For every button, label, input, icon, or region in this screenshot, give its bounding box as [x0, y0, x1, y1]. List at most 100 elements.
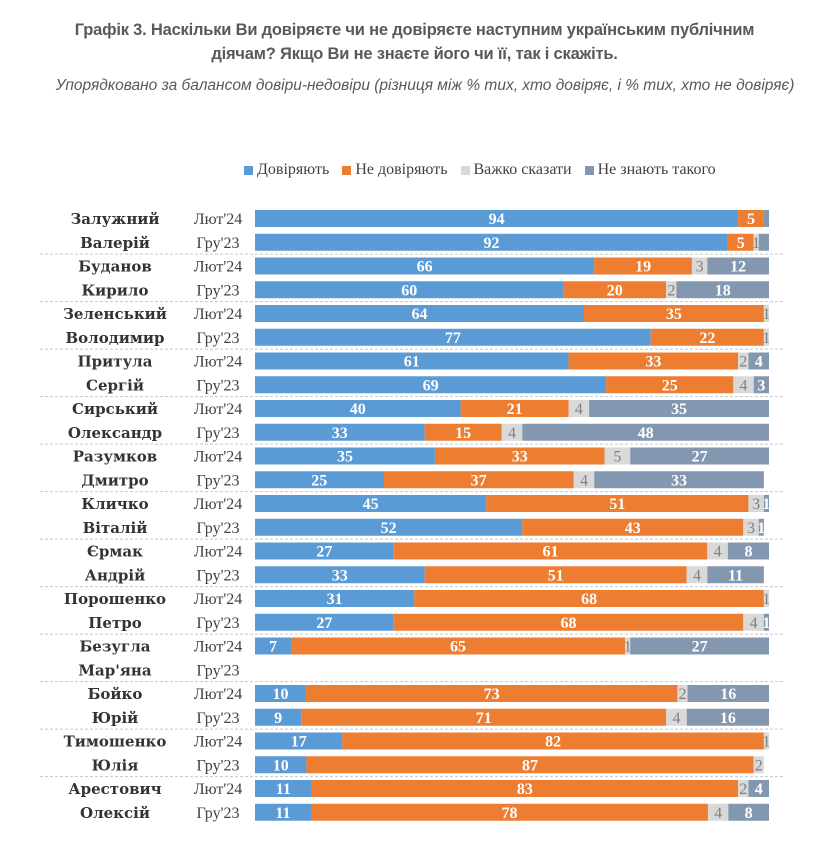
bar-segment-distrust: [486, 495, 749, 512]
surname-label: Буданов: [78, 258, 152, 276]
data-label-hard-to-say: 2: [667, 282, 675, 299]
bar-segment-trust: [255, 542, 394, 560]
data-label-hard-to-say: 1: [762, 330, 770, 347]
data-label-distrust: 15: [455, 425, 471, 442]
bar-segment-distrust: [393, 613, 744, 631]
period-label: Лют'24: [194, 686, 242, 703]
data-label-distrust: 71: [476, 710, 492, 727]
surname-label: Притула: [78, 353, 153, 371]
legend-label-hard-to-say: Важко сказати: [473, 161, 572, 178]
bar-segment-unknown: [758, 233, 769, 251]
data-label-unknown: 33: [671, 472, 687, 489]
chart-title-line-2: діячам? Якщо Ви не знаєте його чи її, та…: [211, 45, 618, 63]
period-label: Лют'24: [194, 211, 242, 228]
data-label-trust: 45: [363, 496, 379, 513]
bar-segment-hard-to-say: [686, 566, 708, 584]
data-label-distrust: 19: [635, 259, 651, 276]
bar-segment-trust: [255, 257, 595, 275]
bar-segment-hard-to-say: [763, 732, 769, 750]
surname-label: Бойко: [88, 685, 143, 703]
bar-segment-distrust: [414, 590, 764, 607]
bar-segment-hard-to-say: [743, 613, 764, 631]
data-label-unknown: 11: [728, 567, 743, 584]
data-label-trust: 17: [291, 734, 307, 751]
bar-segment-hard-to-say: [733, 376, 754, 394]
bar-segment-hard-to-say: [738, 780, 749, 797]
first-name-label: Валерій: [80, 234, 150, 252]
data-label-hard-to-say: 1: [752, 235, 760, 252]
data-label-distrust: 35: [666, 306, 682, 323]
person-group: Разумков Лют'24 35 33 5 27 Дмитро Гру'23 25 37 4 33: [40, 447, 785, 493]
first-name-label: Юлія: [92, 756, 139, 774]
data-label-trust: 10: [273, 757, 289, 774]
data-label-trust: 66: [417, 259, 433, 276]
data-label-trust: 11: [275, 805, 290, 822]
period-label: Гру'23: [197, 377, 240, 394]
data-label-distrust: 5: [747, 211, 755, 228]
person-group: Зеленський Лют'24 64 35 1 Володимир Гру'23 77 22…: [40, 305, 785, 350]
bar-segment-hard-to-say: [573, 471, 595, 489]
data-label-trust: 27: [316, 615, 332, 632]
period-label: Лют'24: [194, 544, 242, 561]
bar-segment-hard-to-say: [666, 281, 677, 299]
data-label-hard-to-say: 4: [750, 615, 758, 632]
bar-segment-unknown: [763, 495, 769, 512]
period-label: Лют'24: [194, 259, 242, 276]
bar-segment-distrust: [522, 518, 744, 536]
bar-segment-trust: [255, 566, 425, 584]
bar-segment-unknown: [686, 708, 769, 726]
data-label-hard-to-say: 2: [739, 781, 747, 798]
data-label-trust: 35: [337, 449, 353, 466]
data-label-hard-to-say: 4: [693, 567, 701, 584]
data-label-distrust: 5: [737, 235, 745, 252]
data-label-trust: 94: [489, 211, 505, 228]
data-label-unknown: 1: [762, 615, 770, 632]
bar-segment-hard-to-say: [604, 447, 631, 465]
bar-segment-trust: [255, 708, 302, 726]
bar-segment-hard-to-say: [763, 590, 769, 607]
bar-segment-trust: [255, 400, 461, 417]
bar-segment-trust: [255, 447, 435, 465]
period-label: Лют'24: [194, 639, 242, 656]
data-label-distrust: 61: [543, 544, 559, 561]
bar-segment-unknown: [676, 281, 769, 299]
bar-segment-trust: [255, 376, 607, 394]
legend-label-distrust: Не довіряють: [355, 161, 448, 178]
bar-segment-trust: [255, 685, 306, 702]
bar-segment-distrust: [460, 400, 569, 417]
period-label: Лют'24: [194, 449, 242, 466]
period-label: Лют'24: [194, 354, 242, 371]
bar-segment-distrust: [606, 376, 734, 394]
bar-segment-unknown: [589, 400, 769, 417]
data-label-distrust: 21: [507, 401, 523, 418]
period-label: Гру'23: [197, 710, 240, 727]
surname-label: Разумков: [73, 448, 157, 466]
data-label-distrust: 43: [625, 520, 641, 537]
bar-segment-distrust: [383, 471, 574, 489]
bar-segment-trust: [255, 423, 425, 441]
surname-label: Порошенко: [64, 590, 166, 608]
data-label-trust: 92: [483, 235, 499, 252]
first-name-label: Віталій: [83, 519, 148, 537]
data-label-distrust: 20: [607, 282, 623, 299]
data-label-unknown: 12: [730, 259, 746, 276]
data-label-hard-to-say: 3: [747, 520, 755, 537]
bar-segment-distrust: [738, 210, 764, 227]
bar-segment-distrust: [424, 423, 502, 441]
data-label-hard-to-say: 5: [613, 449, 621, 466]
bar-segment-trust: [255, 352, 569, 370]
bar-segment-unknown: [748, 780, 769, 797]
bar-segment-unknown: [594, 471, 764, 489]
data-label-distrust: 82: [545, 734, 561, 751]
bar-segment-distrust: [301, 708, 667, 726]
bar-segment-unknown: [707, 257, 769, 275]
period-label: Гру'23: [197, 757, 240, 774]
data-label-unknown: 16: [720, 686, 736, 703]
bar-segment-hard-to-say: [666, 708, 687, 726]
period-label: Гру'23: [197, 662, 240, 679]
legend-swatch-distrust: [342, 165, 352, 175]
data-label-unknown: 8: [745, 805, 753, 822]
bar-segment-distrust: [563, 281, 667, 299]
surname-label: Арестович: [68, 780, 161, 798]
